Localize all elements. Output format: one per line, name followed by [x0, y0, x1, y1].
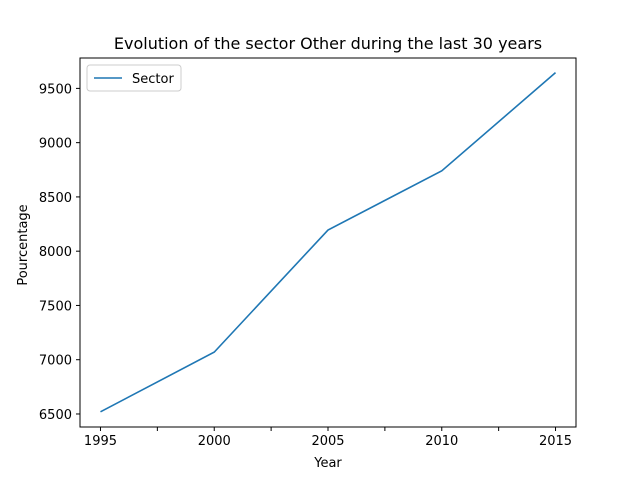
y-tick-label: 7500	[39, 299, 72, 314]
x-tick-label: 2015	[539, 434, 572, 449]
legend-box	[86, 64, 182, 92]
y-tick-label: 8000	[39, 245, 72, 260]
x-tick-label: 1995	[84, 434, 117, 449]
legend-label: Sector	[132, 72, 174, 87]
x-tick-label: 2000	[198, 434, 231, 449]
series-line	[100, 72, 557, 413]
axes-frame	[79, 57, 577, 428]
x-axis-label: Year	[313, 456, 342, 471]
y-tick-label: 8500	[39, 191, 72, 206]
y-tick-label: 6500	[39, 408, 72, 423]
y-tick-label: 7000	[39, 354, 72, 369]
x-tick-label: 2010	[425, 434, 458, 449]
y-axis-label: Pourcentage	[16, 204, 31, 285]
y-tick-label: 9500	[39, 82, 72, 97]
plot-area: 1995 2000 2005 2010 2015 6500 7000 7500 8000 8500…	[39, 57, 577, 449]
x-tick-label: 2005	[311, 434, 344, 449]
chart-title: Evolution of the sector Other during the…	[114, 34, 542, 53]
y-tick-label: 9000	[39, 137, 72, 152]
